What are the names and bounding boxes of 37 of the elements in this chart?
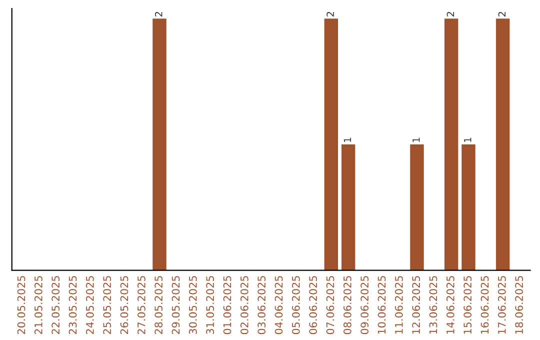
x-tick-label: 01.06.2025 (223, 276, 232, 334)
x-tick-label: 28.05.2025 (154, 276, 163, 334)
x-tick-label: 09.06.2025 (360, 276, 369, 334)
x-tick-label: 22.05.2025 (52, 276, 60, 334)
x-tick-label: 26.05.2025 (120, 276, 128, 334)
x-tick-label: 23.05.2025 (68, 276, 77, 334)
data-label: 1 (412, 138, 420, 142)
x-tick-label: 04.06.2025 (274, 276, 283, 334)
x-tick-label: 05.06.2025 (292, 276, 300, 334)
x-tick-label: 30.05.2025 (188, 276, 197, 334)
x-tick-label: 06.06.2025 (309, 276, 318, 334)
x-tick-label: 20.05.2025 (17, 276, 26, 334)
x-tick-label: 15.06.2025 (464, 276, 472, 334)
x-tick-label: 14.06.2025 (446, 276, 454, 334)
x-tick-label: 21.05.2025 (34, 276, 42, 334)
x-tick-label: 25.05.2025 (103, 276, 112, 334)
x-tick-label: 12.06.2025 (412, 276, 420, 334)
data-label: 2 (446, 12, 454, 16)
x-tick-label: 18.06.2025 (515, 276, 524, 334)
x-tick-label: 08.06.2025 (343, 276, 352, 334)
x-tick-label: 11.06.2025 (394, 276, 403, 334)
x-tick-label: 16.06.2025 (480, 276, 489, 334)
x-tick-label: 10.06.2025 (378, 276, 386, 334)
data-label: 1 (344, 138, 352, 142)
x-tick-label: 03.06.2025 (258, 276, 266, 334)
x-tick-label: 24.05.2025 (86, 276, 94, 334)
data-label: 2 (154, 12, 162, 16)
x-tick-label: 27.05.2025 (137, 276, 146, 334)
x-tick-label: 07.06.2025 (326, 276, 334, 334)
data-label: 2 (498, 12, 506, 16)
data-label: 1 (464, 138, 472, 142)
x-tick-label: 13.06.2025 (429, 276, 438, 334)
x-tick-label: 17.06.2025 (498, 276, 506, 334)
x-tick-label: 31.05.2025 (206, 276, 214, 334)
data-label: 2 (326, 12, 334, 16)
x-tick-label: 29.05.2025 (172, 276, 180, 334)
x-tick-label: 02.06.2025 (240, 276, 248, 334)
